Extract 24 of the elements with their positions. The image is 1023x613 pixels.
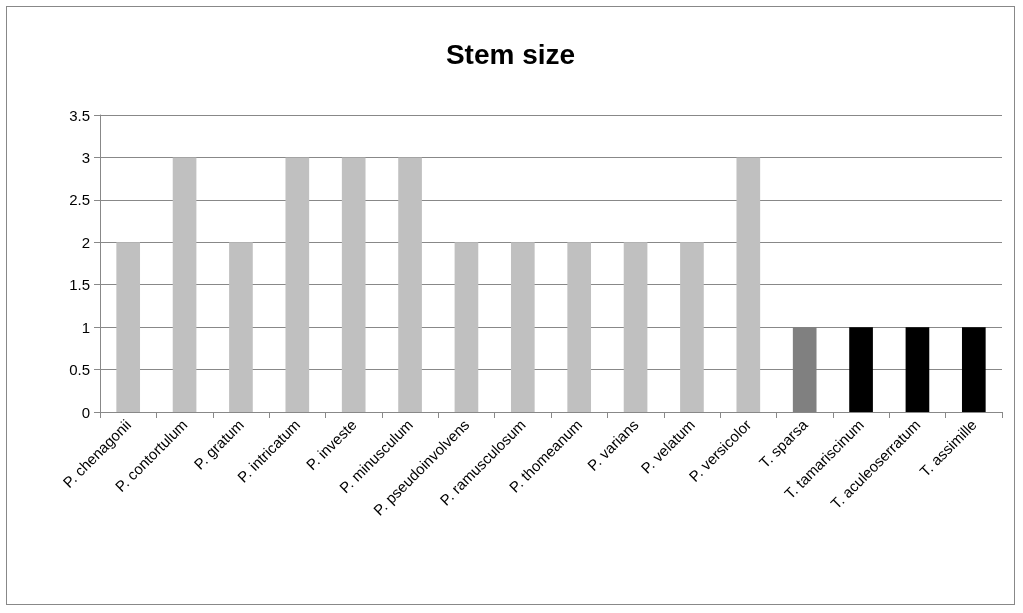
- bar: [961, 327, 986, 412]
- bar: [567, 242, 592, 412]
- y-tick-label: 1.5: [69, 276, 90, 294]
- bar: [454, 242, 479, 412]
- bar: [510, 242, 535, 412]
- bar: [905, 327, 930, 412]
- bar: [341, 157, 366, 412]
- bar: [229, 242, 253, 412]
- bar: [172, 157, 197, 412]
- bar: [680, 242, 704, 412]
- bar: [736, 157, 761, 412]
- bar: [116, 242, 141, 412]
- y-tick-label: 2: [81, 233, 90, 251]
- y-tick-label: 1: [81, 318, 90, 336]
- y-tick-label: 3.5: [69, 106, 90, 124]
- bar: [285, 157, 310, 412]
- y-tick-label: 0: [81, 403, 90, 421]
- y-tick-label: 2.5: [69, 191, 90, 209]
- chart-title: Stem size: [445, 38, 576, 70]
- bar: [623, 242, 648, 412]
- y-tick-label: 0.5: [69, 361, 90, 379]
- bar: [398, 157, 422, 412]
- bar: [849, 327, 873, 412]
- y-tick-label: 3: [81, 148, 90, 166]
